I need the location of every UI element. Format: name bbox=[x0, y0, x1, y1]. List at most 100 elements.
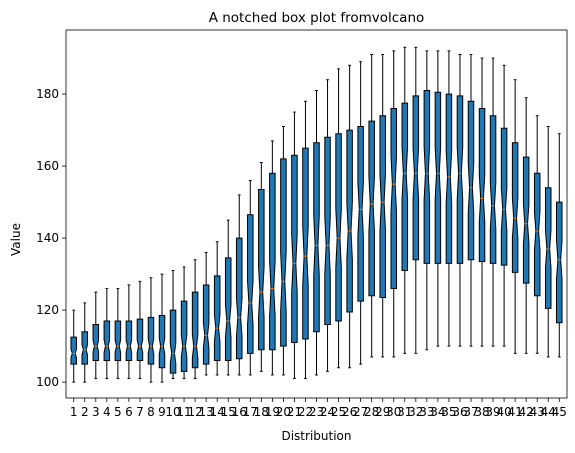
box-33 bbox=[423, 50, 431, 351]
box-4 bbox=[103, 288, 111, 380]
box-32 bbox=[412, 46, 420, 354]
box-18 bbox=[258, 162, 265, 372]
x-tick-label: 5 bbox=[114, 405, 122, 419]
x-tick-label: 35 bbox=[441, 405, 456, 419]
box-12 bbox=[191, 259, 199, 380]
box-13 bbox=[202, 252, 210, 376]
notched-box bbox=[313, 142, 320, 333]
box-25 bbox=[335, 68, 342, 369]
notched-box bbox=[467, 100, 475, 261]
notched-box bbox=[335, 133, 342, 322]
notched-box bbox=[70, 336, 77, 365]
box-2 bbox=[81, 302, 89, 383]
plot-area bbox=[70, 46, 563, 383]
x-tick-label: 15 bbox=[221, 405, 236, 419]
box-35 bbox=[445, 50, 453, 347]
notched-box bbox=[103, 320, 111, 362]
x-tick-label: 8 bbox=[147, 405, 155, 419]
box-23 bbox=[313, 89, 320, 376]
notched-box bbox=[544, 187, 552, 309]
x-tick-label: 2 bbox=[81, 405, 89, 419]
notched-box bbox=[280, 158, 287, 347]
box-27 bbox=[357, 61, 364, 365]
notched-box bbox=[158, 315, 166, 369]
notched-box bbox=[92, 324, 100, 362]
notched-box bbox=[81, 331, 89, 365]
box-22 bbox=[302, 100, 309, 380]
x-tick-label: 17 bbox=[243, 405, 258, 419]
x-tick-label: 24 bbox=[320, 405, 335, 419]
box-5 bbox=[114, 288, 122, 380]
x-tick-label: 25 bbox=[331, 405, 346, 419]
box-17 bbox=[247, 180, 254, 376]
x-tick-label: 9 bbox=[158, 405, 166, 419]
x-tick-label: 28 bbox=[364, 405, 379, 419]
x-tick-label: 45 bbox=[552, 405, 567, 419]
notched-box bbox=[125, 320, 133, 362]
x-tick-label: 30 bbox=[386, 405, 401, 419]
box-15 bbox=[224, 219, 232, 376]
x-tick-label: 10 bbox=[165, 405, 180, 419]
x-tick-label: 1 bbox=[70, 405, 78, 419]
box-21 bbox=[291, 111, 298, 380]
x-tick-label: 23 bbox=[309, 405, 324, 419]
x-tick-label: 38 bbox=[474, 405, 489, 419]
notched-box bbox=[434, 91, 442, 264]
box-43 bbox=[533, 115, 541, 354]
x-tick-label: 7 bbox=[136, 405, 144, 419]
box-10 bbox=[169, 270, 177, 380]
x-tick-label: 37 bbox=[463, 405, 478, 419]
box-37 bbox=[467, 53, 475, 347]
notched-box bbox=[114, 320, 122, 362]
notched-box bbox=[247, 214, 254, 354]
x-tick-label: 33 bbox=[419, 405, 434, 419]
notched-box bbox=[478, 108, 486, 263]
y-tick-label: 180 bbox=[36, 87, 59, 101]
y-tick-label: 160 bbox=[36, 159, 59, 173]
x-tick-label: 32 bbox=[408, 405, 423, 419]
box-8 bbox=[147, 277, 155, 383]
notched-box bbox=[533, 172, 541, 297]
notched-box bbox=[556, 201, 563, 324]
x-tick-label: 4 bbox=[103, 405, 111, 419]
x-tick-label: 16 bbox=[232, 405, 247, 419]
box-40 bbox=[500, 64, 508, 347]
x-tick-label: 3 bbox=[92, 405, 100, 419]
x-tick-label: 13 bbox=[199, 405, 214, 419]
box-44 bbox=[544, 126, 552, 358]
box-45 bbox=[556, 133, 563, 358]
notched-box bbox=[202, 284, 210, 365]
chart-title: A notched box plot fromvolcano bbox=[209, 10, 425, 26]
box-20 bbox=[280, 126, 287, 376]
notched-box bbox=[324, 136, 331, 326]
notched-box bbox=[511, 142, 519, 273]
x-tick-label: 40 bbox=[496, 405, 511, 419]
x-tick-label: 36 bbox=[452, 405, 467, 419]
y-tick-label: 100 bbox=[36, 375, 59, 389]
x-tick-label: 39 bbox=[485, 405, 500, 419]
notched-box bbox=[258, 189, 265, 351]
x-tick-label: 6 bbox=[125, 405, 133, 419]
box-24 bbox=[324, 79, 331, 372]
notched-box bbox=[269, 172, 276, 351]
x-tick-label: 31 bbox=[397, 405, 412, 419]
y-tick-label: 120 bbox=[36, 303, 59, 317]
notched-box bbox=[456, 95, 464, 264]
notched-box bbox=[489, 115, 497, 264]
notched-box bbox=[213, 275, 221, 362]
notched-box bbox=[522, 156, 530, 284]
x-tick-label: 11 bbox=[176, 405, 191, 419]
notched-box bbox=[401, 102, 409, 272]
notched-box bbox=[235, 237, 243, 360]
x-tick-label: 42 bbox=[519, 405, 534, 419]
notched-box bbox=[169, 309, 177, 374]
y-tick-label: 140 bbox=[36, 231, 59, 245]
notched-box bbox=[302, 147, 309, 340]
box-30 bbox=[390, 50, 398, 358]
box-9 bbox=[158, 273, 166, 383]
box-36 bbox=[456, 53, 464, 347]
notched-box bbox=[357, 126, 364, 302]
